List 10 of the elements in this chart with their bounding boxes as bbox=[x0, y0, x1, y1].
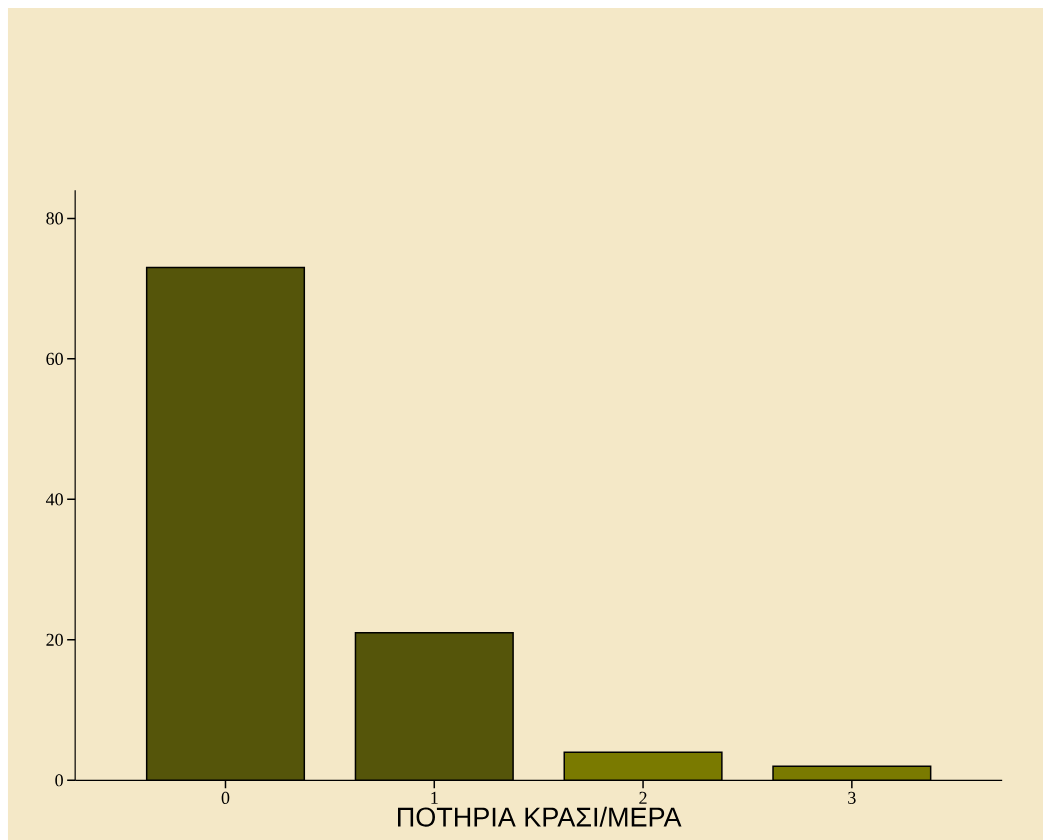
x-axis-title: ΠΟΤΗΡΙΑ ΚΡΑΣΙ/ΜΕΡΑ bbox=[398, 806, 682, 827]
y-tick-label: 20 bbox=[46, 633, 63, 646]
x-tick-label: 2 bbox=[639, 791, 647, 804]
y-tick-label: 0 bbox=[55, 774, 63, 787]
x-tick-label: 3 bbox=[848, 791, 856, 804]
y-tick-label: 60 bbox=[46, 352, 63, 365]
y-tick-label: 80 bbox=[46, 212, 63, 225]
x-tick-label: 0 bbox=[221, 791, 230, 804]
y-tick-label: 40 bbox=[45, 493, 63, 506]
x-tick-label: 1 bbox=[431, 791, 438, 804]
